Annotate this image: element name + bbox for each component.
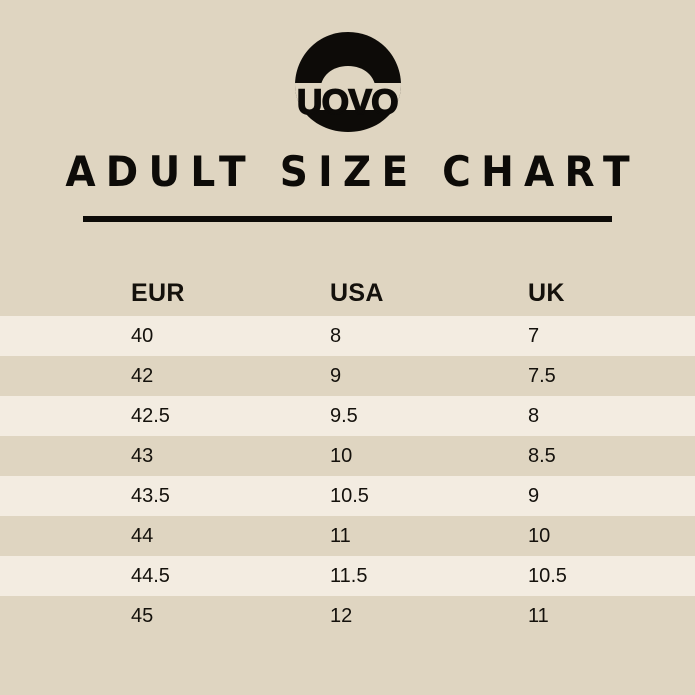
brand-wordmark: UOVO: [296, 83, 399, 122]
cell-uk: 11: [528, 604, 549, 627]
cell-usa: 11: [330, 524, 351, 547]
cell-uk: 9: [528, 484, 540, 507]
cell-usa: 9.5: [330, 404, 358, 427]
cell-eur: 45: [131, 604, 154, 627]
column-header-eur: EUR: [131, 279, 185, 307]
cell-eur: 40: [131, 324, 154, 347]
title-divider: [83, 216, 612, 222]
size-chart-table: EUR USA UK 40 8 7 42 9 7.5 42.5 9.5 8 43…: [0, 248, 695, 636]
table-header-row: EUR USA UK: [0, 248, 695, 316]
page-title: ADULT SIZE CHART: [65, 147, 640, 196]
cell-uk: 10.5: [528, 564, 567, 587]
cell-usa: 8: [330, 324, 342, 347]
table-row: 44.5 11.5 10.5: [0, 556, 695, 596]
cell-uk: 8: [528, 404, 540, 427]
column-header-uk: UK: [528, 279, 565, 307]
cell-usa: 9: [330, 364, 342, 387]
cell-uk: 7: [528, 324, 540, 347]
cell-usa: 10: [330, 444, 353, 467]
table-row: 43 10 8.5: [0, 436, 695, 476]
cell-eur: 44.5: [131, 564, 170, 587]
cell-eur: 43: [131, 444, 154, 467]
cell-usa: 10.5: [330, 484, 369, 507]
table-row: 44 11 10: [0, 516, 695, 556]
uovo-egg-logo-icon: [268, 30, 428, 134]
cell-usa: 12: [330, 604, 353, 627]
cell-eur: 42: [131, 364, 154, 387]
table-row: 42 9 7.5: [0, 356, 695, 396]
table-row: 42.5 9.5 8: [0, 396, 695, 436]
cell-eur: 42.5: [131, 404, 170, 427]
cell-uk: 7.5: [528, 364, 556, 387]
cell-usa: 11.5: [330, 564, 368, 587]
cell-eur: 44: [131, 524, 154, 547]
cell-uk: 8.5: [528, 444, 556, 467]
cell-eur: 43.5: [131, 484, 170, 507]
table-row: 40 8 7: [0, 316, 695, 356]
column-header-usa: USA: [330, 279, 384, 307]
table-row: 43.5 10.5 9: [0, 476, 695, 516]
brand-logo: UOVO: [0, 30, 695, 140]
cell-uk: 10: [528, 524, 551, 547]
table-row: 45 12 11: [0, 596, 695, 636]
